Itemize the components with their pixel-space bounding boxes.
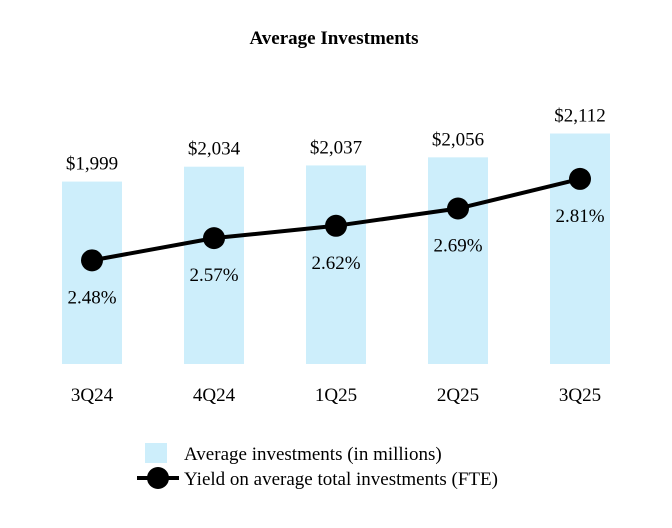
x-tick-label: 4Q24 bbox=[193, 385, 236, 406]
yield-point-3q24 bbox=[81, 249, 103, 272]
legend-bar-label: Average investments (in millions) bbox=[184, 444, 442, 465]
bar-value-label: $2,056 bbox=[432, 129, 484, 150]
x-tick-label: 1Q25 bbox=[315, 385, 357, 406]
x-tick-label: 3Q25 bbox=[559, 385, 601, 406]
bar-1q25 bbox=[306, 165, 366, 364]
labels-layer: $1,999 3Q24 $2,034 4Q24 $2,037 1Q25 $2,056 2Q25… bbox=[66, 106, 606, 406]
yield-point-1q25 bbox=[325, 214, 347, 237]
bar-value-label: $2,034 bbox=[188, 139, 241, 160]
yield-point-3q25 bbox=[569, 167, 591, 190]
yield-line-layer bbox=[81, 167, 591, 272]
chart-title: Average Investments bbox=[249, 28, 418, 49]
yield-value-label: 2.81% bbox=[555, 206, 604, 227]
x-tick-label: 2Q25 bbox=[437, 385, 479, 406]
bars-layer bbox=[62, 133, 610, 364]
bar-2q25 bbox=[428, 157, 488, 364]
yield-point-2q25 bbox=[447, 197, 469, 220]
yield-value-label: 2.62% bbox=[311, 253, 360, 274]
yield-value-label: 2.57% bbox=[189, 265, 238, 286]
yield-value-label: 2.69% bbox=[433, 236, 482, 257]
yield-value-label: 2.48% bbox=[67, 287, 116, 308]
yield-point-4q24 bbox=[203, 227, 225, 250]
legend-line-label: Yield on average total investments (FTE) bbox=[184, 469, 498, 490]
bar-value-label: $1,999 bbox=[66, 154, 118, 175]
legend-bar-swatch bbox=[145, 443, 167, 463]
x-tick-label: 3Q24 bbox=[71, 385, 114, 406]
bar-value-label: $2,112 bbox=[554, 106, 606, 127]
bar-value-label: $2,037 bbox=[310, 137, 362, 158]
bar-4q24 bbox=[184, 166, 244, 364]
bar-3q24 bbox=[62, 181, 122, 364]
legend-line-marker bbox=[147, 467, 169, 489]
legend: Average investments (in millions) Yield … bbox=[137, 443, 498, 490]
